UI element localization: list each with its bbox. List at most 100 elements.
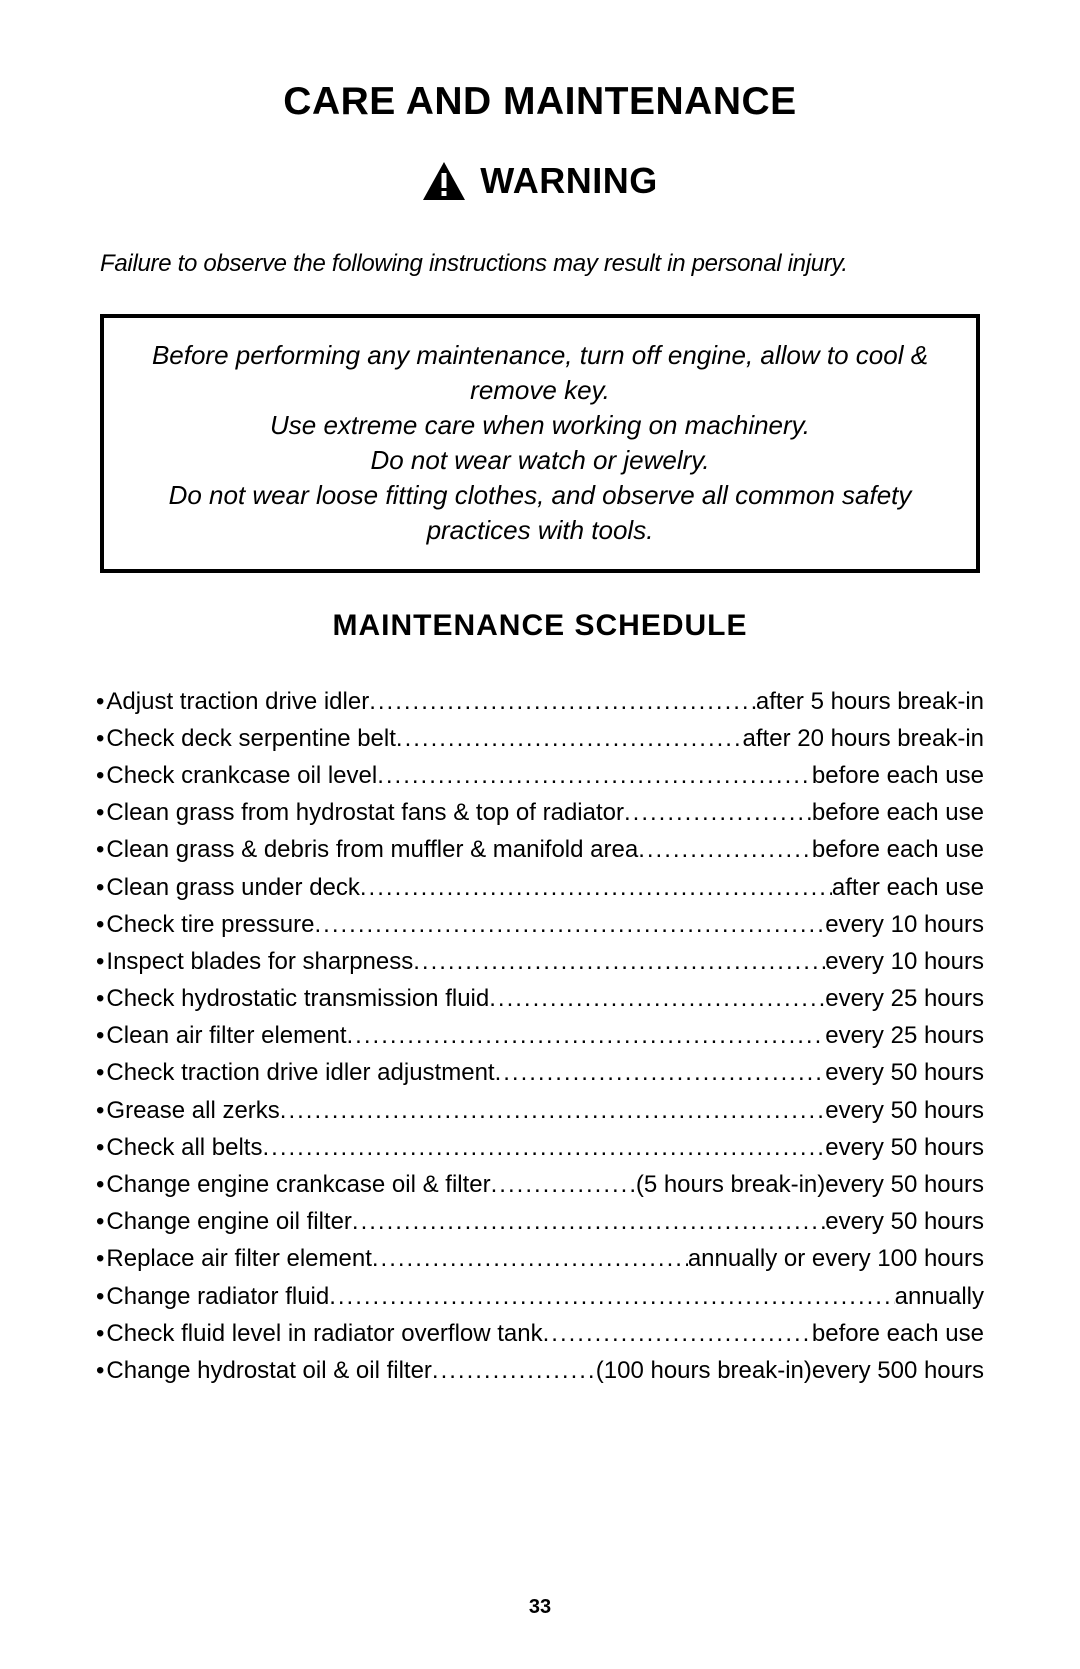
schedule-when: after each use [832, 869, 984, 906]
bullet-icon: • [96, 1352, 104, 1389]
schedule-item: •Check crankcase oil levelbefore each us… [96, 757, 984, 794]
leader-dots [280, 1092, 825, 1129]
bullet-icon: • [96, 906, 104, 943]
schedule-when: every 50 hours [825, 1054, 984, 1091]
bullet-icon: • [96, 683, 104, 720]
schedule-task: Check fluid level in radiator overflow t… [106, 1315, 542, 1352]
schedule-when: every 50 hours [825, 1203, 984, 1240]
warning-triangle-icon [422, 161, 466, 201]
leader-dots [432, 1352, 596, 1389]
schedule-when: before each use [812, 1315, 984, 1352]
warning-subtext: Failure to observe the following instruc… [100, 250, 980, 278]
schedule-when: (5 hours break-in)every 50 hours [636, 1166, 984, 1203]
bullet-icon: • [96, 943, 104, 980]
warning-header: WARNING [90, 160, 990, 202]
schedule-task: Change radiator fluid [106, 1278, 329, 1315]
safety-line: Do not wear watch or jewelry. [134, 443, 946, 478]
leader-dots [314, 906, 825, 943]
safety-line: Before performing any maintenance, turn … [134, 338, 946, 408]
safety-instructions-box: Before performing any maintenance, turn … [100, 314, 980, 573]
schedule-task: Inspect blades for sharpness [106, 943, 413, 980]
schedule-when: every 10 hours [825, 906, 984, 943]
schedule-task: Check tire pressure [106, 906, 314, 943]
bullet-icon: • [96, 1203, 104, 1240]
leader-dots [543, 1315, 812, 1352]
page-title: CARE AND MAINTENANCE [90, 80, 990, 124]
leader-dots [491, 1166, 636, 1203]
schedule-list: •Adjust traction drive idlerafter 5 hour… [96, 683, 984, 1390]
leader-dots [347, 1017, 826, 1054]
schedule-item: •Check fluid level in radiator overflow … [96, 1315, 984, 1352]
schedule-when: annually or every 100 hours [688, 1240, 984, 1277]
schedule-task: Clean grass from hydrostat fans & top of… [106, 794, 624, 831]
bullet-icon: • [96, 757, 104, 794]
schedule-item: •Change engine oil filter every 50 hours [96, 1203, 984, 1240]
schedule-when: every 10 hours [825, 943, 984, 980]
leader-dots [352, 1203, 825, 1240]
schedule-task: Clean grass under deck [106, 869, 359, 906]
schedule-title: MAINTENANCE SCHEDULE [90, 609, 990, 643]
warning-label: WARNING [480, 160, 658, 202]
schedule-item: •Inspect blades for sharpness every 10 ho… [96, 943, 984, 980]
schedule-task: Check hydrostatic transmission fluid [106, 980, 489, 1017]
schedule-task: Change hydrostat oil & oil filter [106, 1352, 432, 1389]
schedule-when: every 25 hours [825, 980, 984, 1017]
schedule-when: before each use [812, 831, 984, 868]
bullet-icon: • [96, 1278, 104, 1315]
schedule-task: Check all belts [106, 1129, 262, 1166]
bullet-icon: • [96, 831, 104, 868]
schedule-item: •Change engine crankcase oil & filter (5 … [96, 1166, 984, 1203]
schedule-when: after 5 hours break-in [756, 683, 984, 720]
schedule-task: Grease all zerks [106, 1092, 279, 1129]
schedule-item: •Change hydrostat oil & oil filter(100 h… [96, 1352, 984, 1389]
schedule-task: Adjust traction drive idler [106, 683, 369, 720]
schedule-item: •Check tire pressure every 10 hours [96, 906, 984, 943]
bullet-icon: • [96, 1166, 104, 1203]
leader-dots [329, 1278, 894, 1315]
safety-line: Do not wear loose fitting clothes, and o… [134, 478, 946, 548]
schedule-task: Check crankcase oil level [106, 757, 377, 794]
leader-dots [262, 1129, 825, 1166]
leader-dots [489, 980, 825, 1017]
bullet-icon: • [96, 1315, 104, 1352]
bullet-icon: • [96, 1240, 104, 1277]
leader-dots [413, 943, 825, 980]
bullet-icon: • [96, 869, 104, 906]
safety-line: Use extreme care when working on machine… [134, 408, 946, 443]
schedule-when: every 50 hours [825, 1129, 984, 1166]
schedule-item: •Check hydrostatic transmission fluideve… [96, 980, 984, 1017]
leader-dots [624, 794, 812, 831]
leader-dots [396, 720, 743, 757]
bullet-icon: • [96, 1092, 104, 1129]
bullet-icon: • [96, 794, 104, 831]
bullet-icon: • [96, 1054, 104, 1091]
schedule-item: •Check all belts every 50 hours [96, 1129, 984, 1166]
bullet-icon: • [96, 1017, 104, 1054]
bullet-icon: • [96, 1129, 104, 1166]
schedule-task: Clean air filter element [106, 1017, 346, 1054]
schedule-when: annually [895, 1278, 984, 1315]
schedule-item: •Check traction drive idler adjustment ev… [96, 1054, 984, 1091]
leader-dots [638, 831, 812, 868]
schedule-item: •Adjust traction drive idler after 5 hour… [96, 683, 984, 720]
schedule-task: Check deck serpentine belt [106, 720, 396, 757]
schedule-item: •Clean air filter element every 25 hours [96, 1017, 984, 1054]
schedule-task: Replace air filter element [106, 1240, 371, 1277]
schedule-item: •Grease all zerks every 50 hours [96, 1092, 984, 1129]
schedule-task: Clean grass & debris from muffler & mani… [106, 831, 638, 868]
schedule-when: every 50 hours [825, 1092, 984, 1129]
schedule-when: every 25 hours [825, 1017, 984, 1054]
schedule-item: •Clean grass under deck after each use [96, 869, 984, 906]
schedule-item: •Check deck serpentine belt after 20 hour… [96, 720, 984, 757]
leader-dots [360, 869, 832, 906]
schedule-task: Change engine oil filter [106, 1203, 352, 1240]
schedule-task: Change engine crankcase oil & filter [106, 1166, 490, 1203]
bullet-icon: • [96, 720, 104, 757]
page-number: 33 [0, 1596, 1080, 1619]
schedule-item: •Clean grass & debris from muffler & man… [96, 831, 984, 868]
schedule-when: after 20 hours break-in [743, 720, 984, 757]
schedule-task: Check traction drive idler adjustment [106, 1054, 494, 1091]
schedule-item: •Clean grass from hydrostat fans & top o… [96, 794, 984, 831]
leader-dots [369, 683, 756, 720]
leader-dots [377, 757, 812, 794]
